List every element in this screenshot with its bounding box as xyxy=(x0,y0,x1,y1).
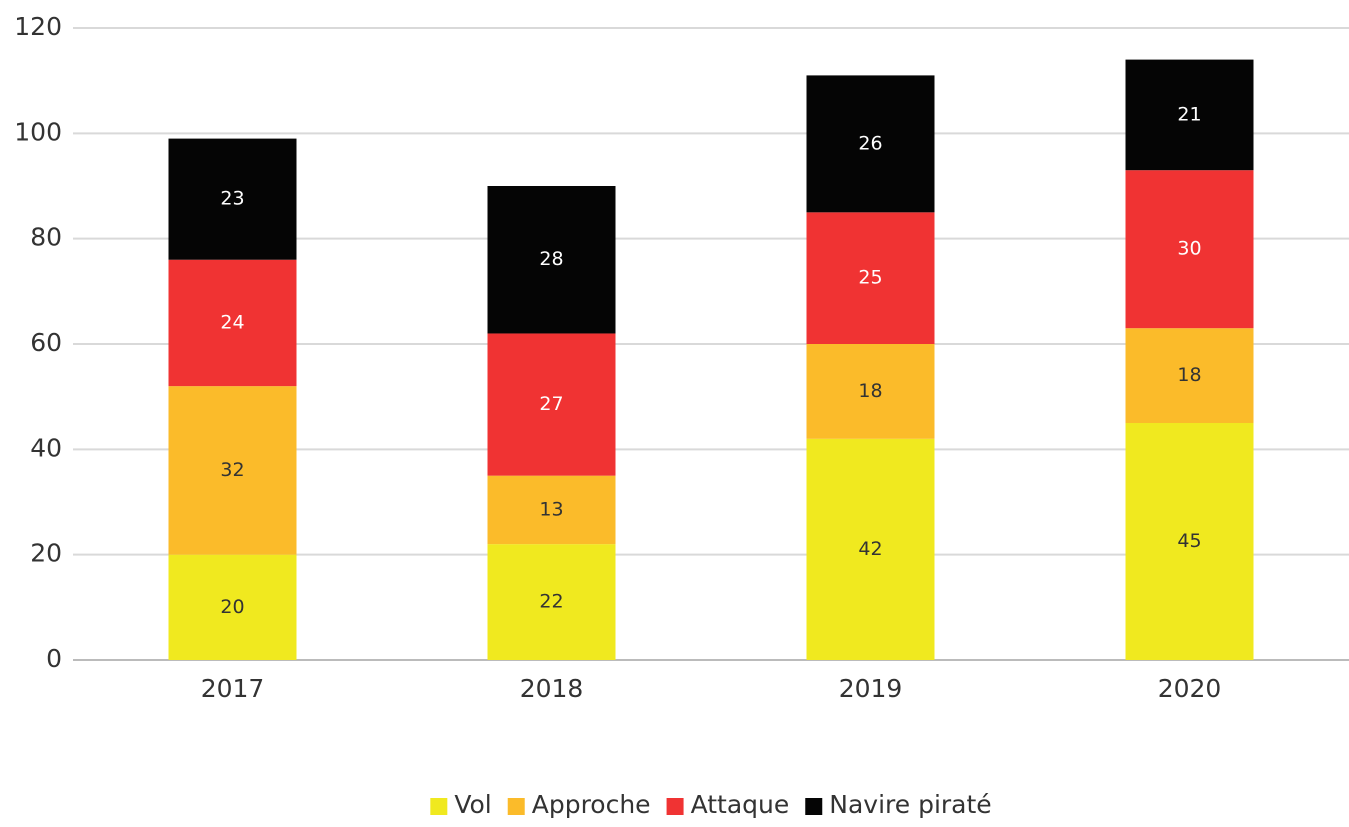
y-tick-label: 60 xyxy=(30,328,62,357)
data-label: 18 xyxy=(1177,364,1201,386)
bar-segment xyxy=(806,212,935,344)
bar-segment xyxy=(168,386,297,555)
data-label: 13 xyxy=(539,498,563,520)
bar-segment xyxy=(168,554,297,660)
data-label: 22 xyxy=(539,591,563,613)
legend: Vol Approche Attaque Navire piraté xyxy=(430,790,992,819)
data-label: 18 xyxy=(858,380,882,402)
legend-swatch xyxy=(805,798,823,815)
bar-segment xyxy=(487,333,616,476)
data-label: 24 xyxy=(220,311,244,333)
legend-swatch xyxy=(666,798,684,815)
data-label: 20 xyxy=(220,596,244,618)
bar-segment xyxy=(806,344,935,439)
bar-segment xyxy=(1125,59,1254,171)
bar-segment xyxy=(1125,170,1254,329)
bar-segment xyxy=(487,475,616,545)
legend-label: Approche xyxy=(532,790,651,819)
bar-segment xyxy=(168,259,297,387)
data-label: 21 xyxy=(1177,103,1201,125)
legend-label: Navire piraté xyxy=(829,790,991,819)
y-tick-label: 100 xyxy=(14,117,62,146)
y-tick-label: 20 xyxy=(30,539,62,568)
x-tick-label: 2018 xyxy=(520,674,584,703)
bar-segment xyxy=(806,438,935,660)
data-label: 30 xyxy=(1177,238,1201,260)
legend-swatch xyxy=(507,798,525,815)
y-tick-label: 40 xyxy=(30,433,62,462)
data-label: 27 xyxy=(539,393,563,415)
data-label: 23 xyxy=(220,188,244,210)
data-label: 42 xyxy=(858,538,882,560)
y-tick-label: 0 xyxy=(46,644,62,673)
legend-label: Vol xyxy=(454,790,491,819)
x-tick-label: 2019 xyxy=(839,674,903,703)
data-label: 32 xyxy=(220,459,244,481)
legend-label: Attaque xyxy=(691,790,790,819)
data-label: 45 xyxy=(1177,530,1201,552)
bar-segment xyxy=(487,544,616,660)
data-label: 25 xyxy=(858,267,882,289)
bar-segment xyxy=(1125,423,1254,660)
bar-segment xyxy=(168,138,297,260)
y-tick-label: 120 xyxy=(14,12,62,41)
bar-segment xyxy=(806,75,935,213)
x-tick-label: 2017 xyxy=(201,674,265,703)
y-tick-label: 80 xyxy=(30,223,62,252)
bar-segment xyxy=(1125,328,1254,423)
x-tick-label: 2020 xyxy=(1158,674,1222,703)
data-label: 28 xyxy=(539,248,563,270)
data-label: 26 xyxy=(858,132,882,154)
bar-segment xyxy=(487,186,616,334)
legend-swatch xyxy=(430,798,448,815)
